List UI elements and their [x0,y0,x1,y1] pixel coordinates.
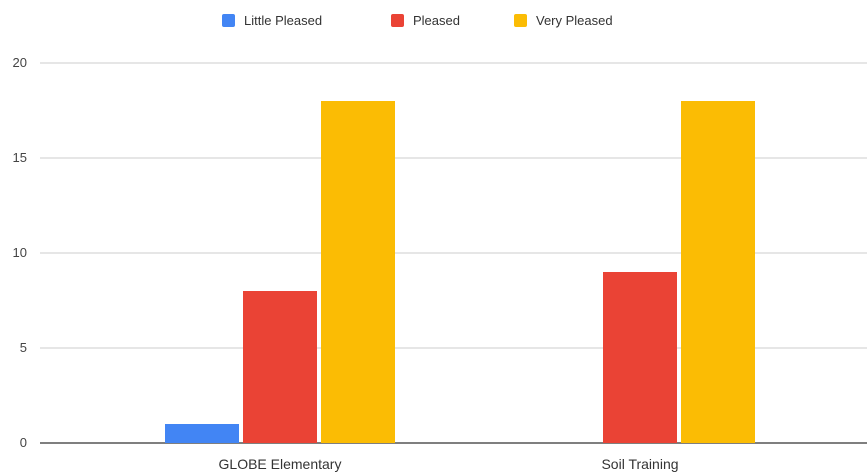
y-axis: 0 5 10 15 20 [13,55,27,450]
x-tick-label: Soil Training [601,456,678,472]
bar-globe-elementary-very-pleased [321,101,395,443]
x-axis: GLOBE Elementary Soil Training [219,456,679,472]
x-tick-label: GLOBE Elementary [219,456,342,472]
y-tick-label: 15 [13,150,27,165]
legend-item-very-pleased: Very Pleased [514,13,613,28]
legend-swatch [391,14,404,27]
y-tick-label: 10 [13,245,27,260]
bar-soil-training-very-pleased [681,101,755,443]
y-tick-label: 5 [20,340,27,355]
bar-globe-elementary-little-pleased [165,424,239,443]
legend-label: Little Pleased [244,13,322,28]
y-tick-label: 20 [13,55,27,70]
y-tick-label: 0 [20,435,27,450]
legend-item-little-pleased: Little Pleased [222,13,322,28]
bar-globe-elementary-pleased [243,291,317,443]
bars [165,101,755,443]
bar-soil-training-pleased [603,272,677,443]
legend-swatch [222,14,235,27]
legend-item-pleased: Pleased [391,13,460,28]
legend-swatch [514,14,527,27]
legend-label: Pleased [413,13,460,28]
legend-label: Very Pleased [536,13,613,28]
chart-legend: Little Pleased Pleased Very Pleased [222,13,613,28]
